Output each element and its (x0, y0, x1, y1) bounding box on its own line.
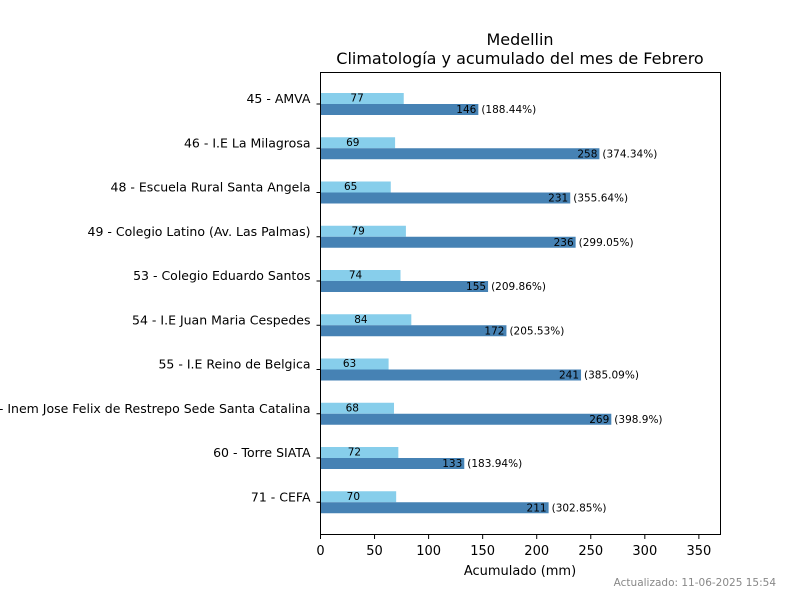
bar-accumulated-percent: (385.09%) (584, 370, 639, 382)
category-label: 48 - Escuela Rural Santa Angela (111, 180, 311, 195)
bar-accumulated (320, 236, 576, 248)
x-tick-label: 50 (366, 544, 383, 559)
bar-accumulated (320, 413, 612, 425)
x-tick-label: 250 (578, 544, 603, 559)
bars-group: 77 146 (188.44%) 69 258 (374.34%) 65 231 (355.64… (320, 93, 663, 514)
bar-climatology (320, 137, 396, 149)
x-tick-label: 100 (416, 544, 441, 559)
bar-climatology (320, 225, 406, 237)
bar-accumulated-percent: (205.53%) (509, 325, 564, 337)
bar-accumulated-percent: (188.44%) (481, 104, 536, 116)
bar-climatology (320, 270, 401, 281)
bar-climatology-value: 68 (346, 402, 359, 414)
bar-accumulated-value: 146 (456, 104, 476, 116)
bar-climatology-value: 65 (344, 181, 357, 193)
bar-accumulated-percent: (398.9%) (614, 414, 662, 426)
x-tick-label: 200 (524, 544, 549, 559)
category-label: 45 - AMVA (246, 91, 310, 106)
x-tick-label: 0 (316, 544, 324, 559)
bar-climatology-value: 70 (347, 491, 360, 503)
category-label: 55 - I.E Reino de Belgica (158, 357, 310, 372)
bar-accumulated-percent: (355.64%) (573, 193, 628, 205)
bar-climatology (320, 314, 412, 326)
updated-footnote: Actualizado: 11-06-2025 15:54 (614, 577, 777, 589)
category-label: 56 - Inem Jose Felix de Restrepo Sede Sa… (0, 401, 311, 416)
bar-accumulated-percent: (302.85%) (552, 502, 607, 514)
x-tick-label: 300 (632, 544, 657, 559)
bar-accumulated-value: 269 (589, 414, 609, 426)
bar-accumulated (320, 325, 507, 337)
bar-accumulated (320, 458, 465, 469)
x-axis-ticks: 0 50 100 150 200 250 300 350 (316, 534, 711, 559)
bar-climatology (320, 358, 389, 370)
bar-climatology (320, 447, 399, 458)
bar-accumulated-percent: (299.05%) (579, 237, 634, 249)
bar-accumulated-value: 241 (559, 370, 579, 382)
bar-climatology (320, 93, 404, 104)
bar-climatology (320, 491, 397, 503)
category-label: 60 - Torre SIATA (213, 445, 311, 460)
bar-climatology-value: 74 (349, 270, 363, 282)
bar-climatology (320, 181, 391, 193)
x-tick-label: 150 (470, 544, 495, 559)
bar-climatology (320, 402, 395, 414)
bar-accumulated-value: 211 (527, 502, 547, 514)
category-label: 71 - CEFA (251, 489, 311, 504)
bar-accumulated-value: 236 (554, 237, 574, 249)
bar-accumulated-percent: (183.94%) (467, 458, 522, 470)
category-labels: 45 - AMVA 46 - I.E La Milagrosa 48 - Escu… (0, 91, 321, 504)
x-tick-label: 350 (686, 544, 711, 559)
bar-accumulated (320, 502, 549, 514)
category-label: 49 - Colegio Latino (Av. Las Palmas) (88, 224, 311, 239)
bar-accumulated-value: 231 (548, 193, 568, 205)
bar-accumulated-value: 155 (466, 281, 486, 293)
bar-climatology-value: 63 (343, 358, 356, 370)
bar-accumulated (320, 104, 479, 115)
bar-accumulated (320, 369, 582, 381)
bar-accumulated-value: 172 (484, 325, 504, 337)
chart-title-line1: Medellin (486, 30, 553, 49)
bar-accumulated (320, 281, 489, 292)
category-label: 53 - Colegio Eduardo Santos (133, 268, 310, 283)
chart-title-line2: Climatología y acumulado del mes de Febr… (336, 49, 703, 68)
bar-accumulated (320, 148, 600, 160)
bar-climatology-value: 84 (354, 314, 368, 326)
bar-climatology-value: 72 (348, 447, 361, 459)
bar-climatology-value: 79 (352, 225, 365, 237)
bar-climatology-value: 69 (346, 137, 359, 149)
bar-climatology-value: 77 (350, 93, 363, 105)
x-axis-label: Acumulado (mm) (464, 564, 576, 579)
bar-accumulated-value: 133 (442, 458, 462, 470)
bar-accumulated-value: 258 (577, 148, 597, 160)
plot-frame (320, 72, 721, 535)
category-label: 46 - I.E La Milagrosa (184, 135, 311, 150)
category-label: 54 - I.E Juan Maria Cespedes (132, 312, 310, 327)
bar-accumulated-percent: (374.34%) (602, 148, 657, 160)
bar-accumulated (320, 192, 571, 204)
bar-accumulated-percent: (209.86%) (491, 281, 546, 293)
